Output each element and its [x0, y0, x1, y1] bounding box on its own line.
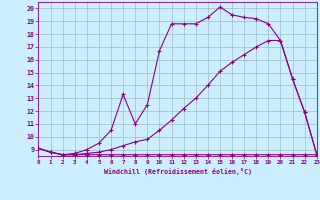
X-axis label: Windchill (Refroidissement éolien,°C): Windchill (Refroidissement éolien,°C)	[104, 168, 252, 175]
